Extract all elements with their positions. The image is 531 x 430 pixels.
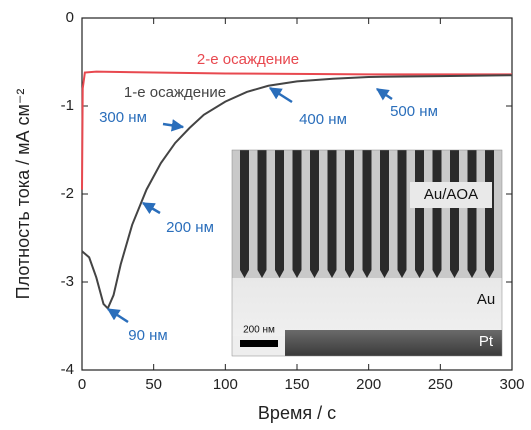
inset-pore [310, 150, 319, 270]
inset-pore [467, 150, 477, 270]
inset-pore-tip [380, 270, 389, 278]
x-axis-label: Время / с [258, 403, 336, 423]
y-tick-label: 0 [66, 9, 74, 26]
series-line [81, 74, 513, 311]
inset-pore-tip [310, 270, 319, 278]
inset-pore [345, 150, 354, 270]
inset-pore [240, 150, 249, 270]
annotation-arrow [106, 307, 129, 324]
y-tick-label: -1 [61, 97, 74, 114]
series-line [81, 70, 512, 190]
inset-pore-tip [345, 270, 354, 278]
inset-pore [292, 150, 302, 270]
annotation: 200 нм [166, 219, 214, 236]
series-label: 1-е осаждение [124, 84, 226, 101]
inset-pore-tip [397, 270, 407, 278]
inset-pore [397, 150, 407, 270]
scale-bar [240, 340, 278, 347]
inset-label: Pt [479, 333, 494, 350]
annotation: 90 нм [128, 327, 167, 344]
x-tick-label: 100 [213, 376, 238, 393]
annotation: 500 нм [390, 103, 438, 120]
inset-pore-tip [275, 270, 284, 278]
inset-pore [380, 150, 389, 270]
x-tick-label: 250 [428, 376, 453, 393]
inset-pore-tip [327, 270, 337, 278]
inset-pore [485, 150, 494, 270]
inset-label-box [410, 182, 492, 208]
x-tick-label: 150 [284, 376, 309, 393]
y-tick-label: -2 [61, 185, 74, 202]
inset-pore-tip [362, 270, 372, 278]
annotation-arrow [162, 119, 185, 132]
inset-pore [450, 150, 459, 270]
x-tick-label: 0 [78, 376, 86, 393]
series-label: 2-е осаждение [197, 51, 299, 68]
y-axis-label: Плотность тока / мА см⁻² [13, 89, 33, 300]
inset-label: Au/AOA [424, 186, 478, 203]
y-tick-label: -4 [61, 361, 74, 378]
scale-bar-label: 200 нм [243, 325, 275, 336]
inset-pore [257, 150, 267, 270]
inset-pore-tip [240, 270, 249, 278]
inset-pore [275, 150, 284, 270]
annotation: 400 нм [299, 111, 347, 128]
inset-pore [327, 150, 337, 270]
x-tick-label: 300 [499, 376, 524, 393]
annotation-arrow [375, 87, 393, 101]
annotation-arrow [141, 201, 161, 215]
x-tick-label: 50 [145, 376, 162, 393]
x-tick-label: 200 [356, 376, 381, 393]
inset-pore [362, 150, 372, 270]
inset-pore-tip [450, 270, 459, 278]
inset-pore-tip [257, 270, 267, 278]
annotation: 300 нм [99, 109, 147, 126]
inset-pore-tip [467, 270, 477, 278]
inset-pore [415, 150, 424, 270]
inset-pore-tip [432, 270, 442, 278]
inset-pt-layer [285, 330, 502, 356]
inset-pore-tip [485, 270, 494, 278]
annotation-arrow [268, 86, 293, 104]
inset-pore-tip [415, 270, 424, 278]
inset-label: Au [477, 291, 495, 308]
inset-frame [231, 149, 503, 357]
inset-pore [432, 150, 442, 270]
inset-pore-tip [292, 270, 302, 278]
y-tick-label: -3 [61, 273, 74, 290]
